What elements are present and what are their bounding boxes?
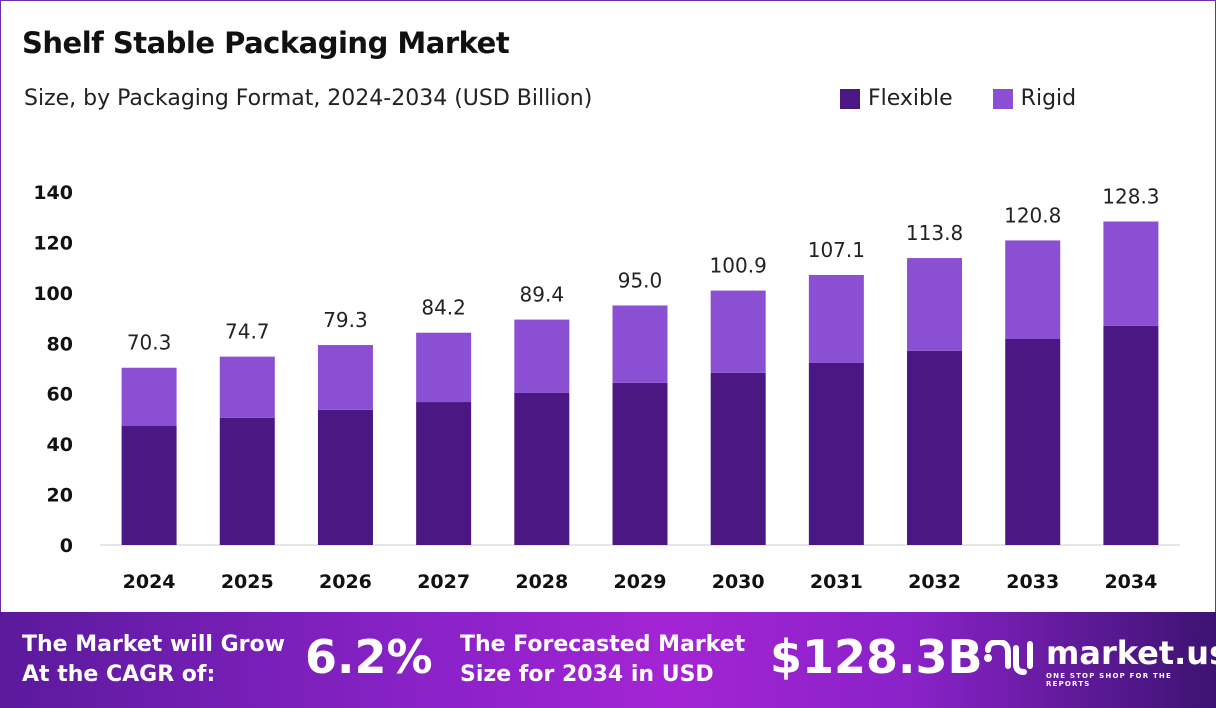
logo-name: market.us <box>1046 634 1216 672</box>
x-tick-label: 2031 <box>810 571 863 593</box>
data-label-total: 100.9 <box>710 254 767 278</box>
cagr-label-line-2: At the CAGR of: <box>22 662 216 687</box>
bar-flexible-2024 <box>121 425 177 545</box>
data-label-total: 95.0 <box>618 268 663 292</box>
chart-subtitle: Size, by Packaging Format, 2024-2034 (US… <box>24 86 593 111</box>
y-tick-label: 20 <box>47 485 73 507</box>
bar-flexible-2027 <box>416 402 472 545</box>
bar-rigid-2024 <box>121 367 177 426</box>
bar-rigid-2034 <box>1103 221 1159 326</box>
forecast-label-line-1: The Forecasted Market <box>460 632 746 657</box>
bar-flexible-2034 <box>1103 325 1159 545</box>
logo-tagline: ONE STOP SHOP FOR THE REPORTS <box>1046 672 1172 688</box>
data-label-total: 120.8 <box>1004 203 1061 227</box>
data-label-total: 128.3 <box>1102 185 1159 209</box>
forecast-label-line-2: Size for 2034 in USD <box>460 662 714 687</box>
x-tick-label: 2027 <box>417 571 470 593</box>
bar-flexible-2030 <box>710 372 766 545</box>
bar-flexible-2028 <box>514 392 570 545</box>
x-tick-label: 2028 <box>515 571 568 593</box>
bar-flexible-2029 <box>612 382 668 545</box>
bar-rigid-2032 <box>907 258 963 351</box>
x-tick-label: 2032 <box>908 571 961 593</box>
y-tick-label: 40 <box>47 434 73 456</box>
x-tick-label: 2030 <box>712 571 765 593</box>
legend-swatch-rigid <box>992 88 1013 109</box>
x-tick-label: 2024 <box>123 571 176 593</box>
y-tick-label: 140 <box>33 182 73 204</box>
forecast-label: The Forecasted Market Size for 2034 in U… <box>460 630 745 690</box>
bar-rigid-2030 <box>710 290 766 373</box>
x-tick-label: 2029 <box>614 571 667 593</box>
y-tick-label: 0 <box>60 535 73 557</box>
data-label-total: 79.3 <box>323 308 368 332</box>
y-tick-label: 120 <box>33 232 73 254</box>
chart-title: Shelf Stable Packaging Market <box>22 26 510 60</box>
x-tick-label: 2034 <box>1104 571 1157 593</box>
y-tick-label: 60 <box>47 384 73 406</box>
bar-chart: 0 20 40 60 80 100 120 140 70.3 2024 74.7 2025 79.3 20… <box>33 182 1180 593</box>
x-tick-label: 2026 <box>319 571 372 593</box>
data-label-total: 74.7 <box>225 320 270 344</box>
bar-flexible-2026 <box>317 409 373 545</box>
market-us-logo-icon <box>984 640 1033 675</box>
cagr-label-line-1: The Market will Grow <box>22 632 285 657</box>
footer-banner: The Market will Grow At the CAGR of: 6.2… <box>0 612 1216 708</box>
legend-item-rigid: Rigid <box>992 86 1077 111</box>
legend-swatch-flexible <box>840 88 860 109</box>
legend-item-flexible: Flexible <box>840 86 953 111</box>
y-tick-label: 100 <box>33 283 73 305</box>
bar-flexible-2032 <box>907 350 963 545</box>
data-label-total: 113.8 <box>906 221 963 245</box>
cagr-value: 6.2% <box>305 630 433 684</box>
bar-rigid-2029 <box>612 305 668 383</box>
bar-rigid-2026 <box>317 345 373 410</box>
cagr-label: The Market will Grow At the CAGR of: <box>22 630 285 690</box>
legend: Flexible Rigid <box>840 86 1076 111</box>
data-label-total: 107.1 <box>808 238 865 262</box>
y-tick-label: 80 <box>47 333 73 355</box>
bar-flexible-2025 <box>219 417 275 545</box>
bar-rigid-2031 <box>808 274 864 363</box>
forecast-value: $128.3B <box>770 630 983 684</box>
bar-rigid-2033 <box>1005 240 1061 339</box>
bar-flexible-2031 <box>808 362 864 545</box>
data-label-total: 70.3 <box>127 331 172 355</box>
data-label-total: 84.2 <box>421 296 466 320</box>
bar-rigid-2028 <box>514 319 570 393</box>
legend-label-flexible: Flexible <box>868 86 953 111</box>
x-tick-label: 2033 <box>1006 571 1059 593</box>
bar-rigid-2025 <box>219 356 275 418</box>
bar-rigid-2027 <box>416 332 472 403</box>
bar-flexible-2033 <box>1005 338 1061 545</box>
data-label-total: 89.4 <box>520 283 565 307</box>
legend-label-rigid: Rigid <box>1020 86 1077 111</box>
x-tick-label: 2025 <box>221 571 274 593</box>
